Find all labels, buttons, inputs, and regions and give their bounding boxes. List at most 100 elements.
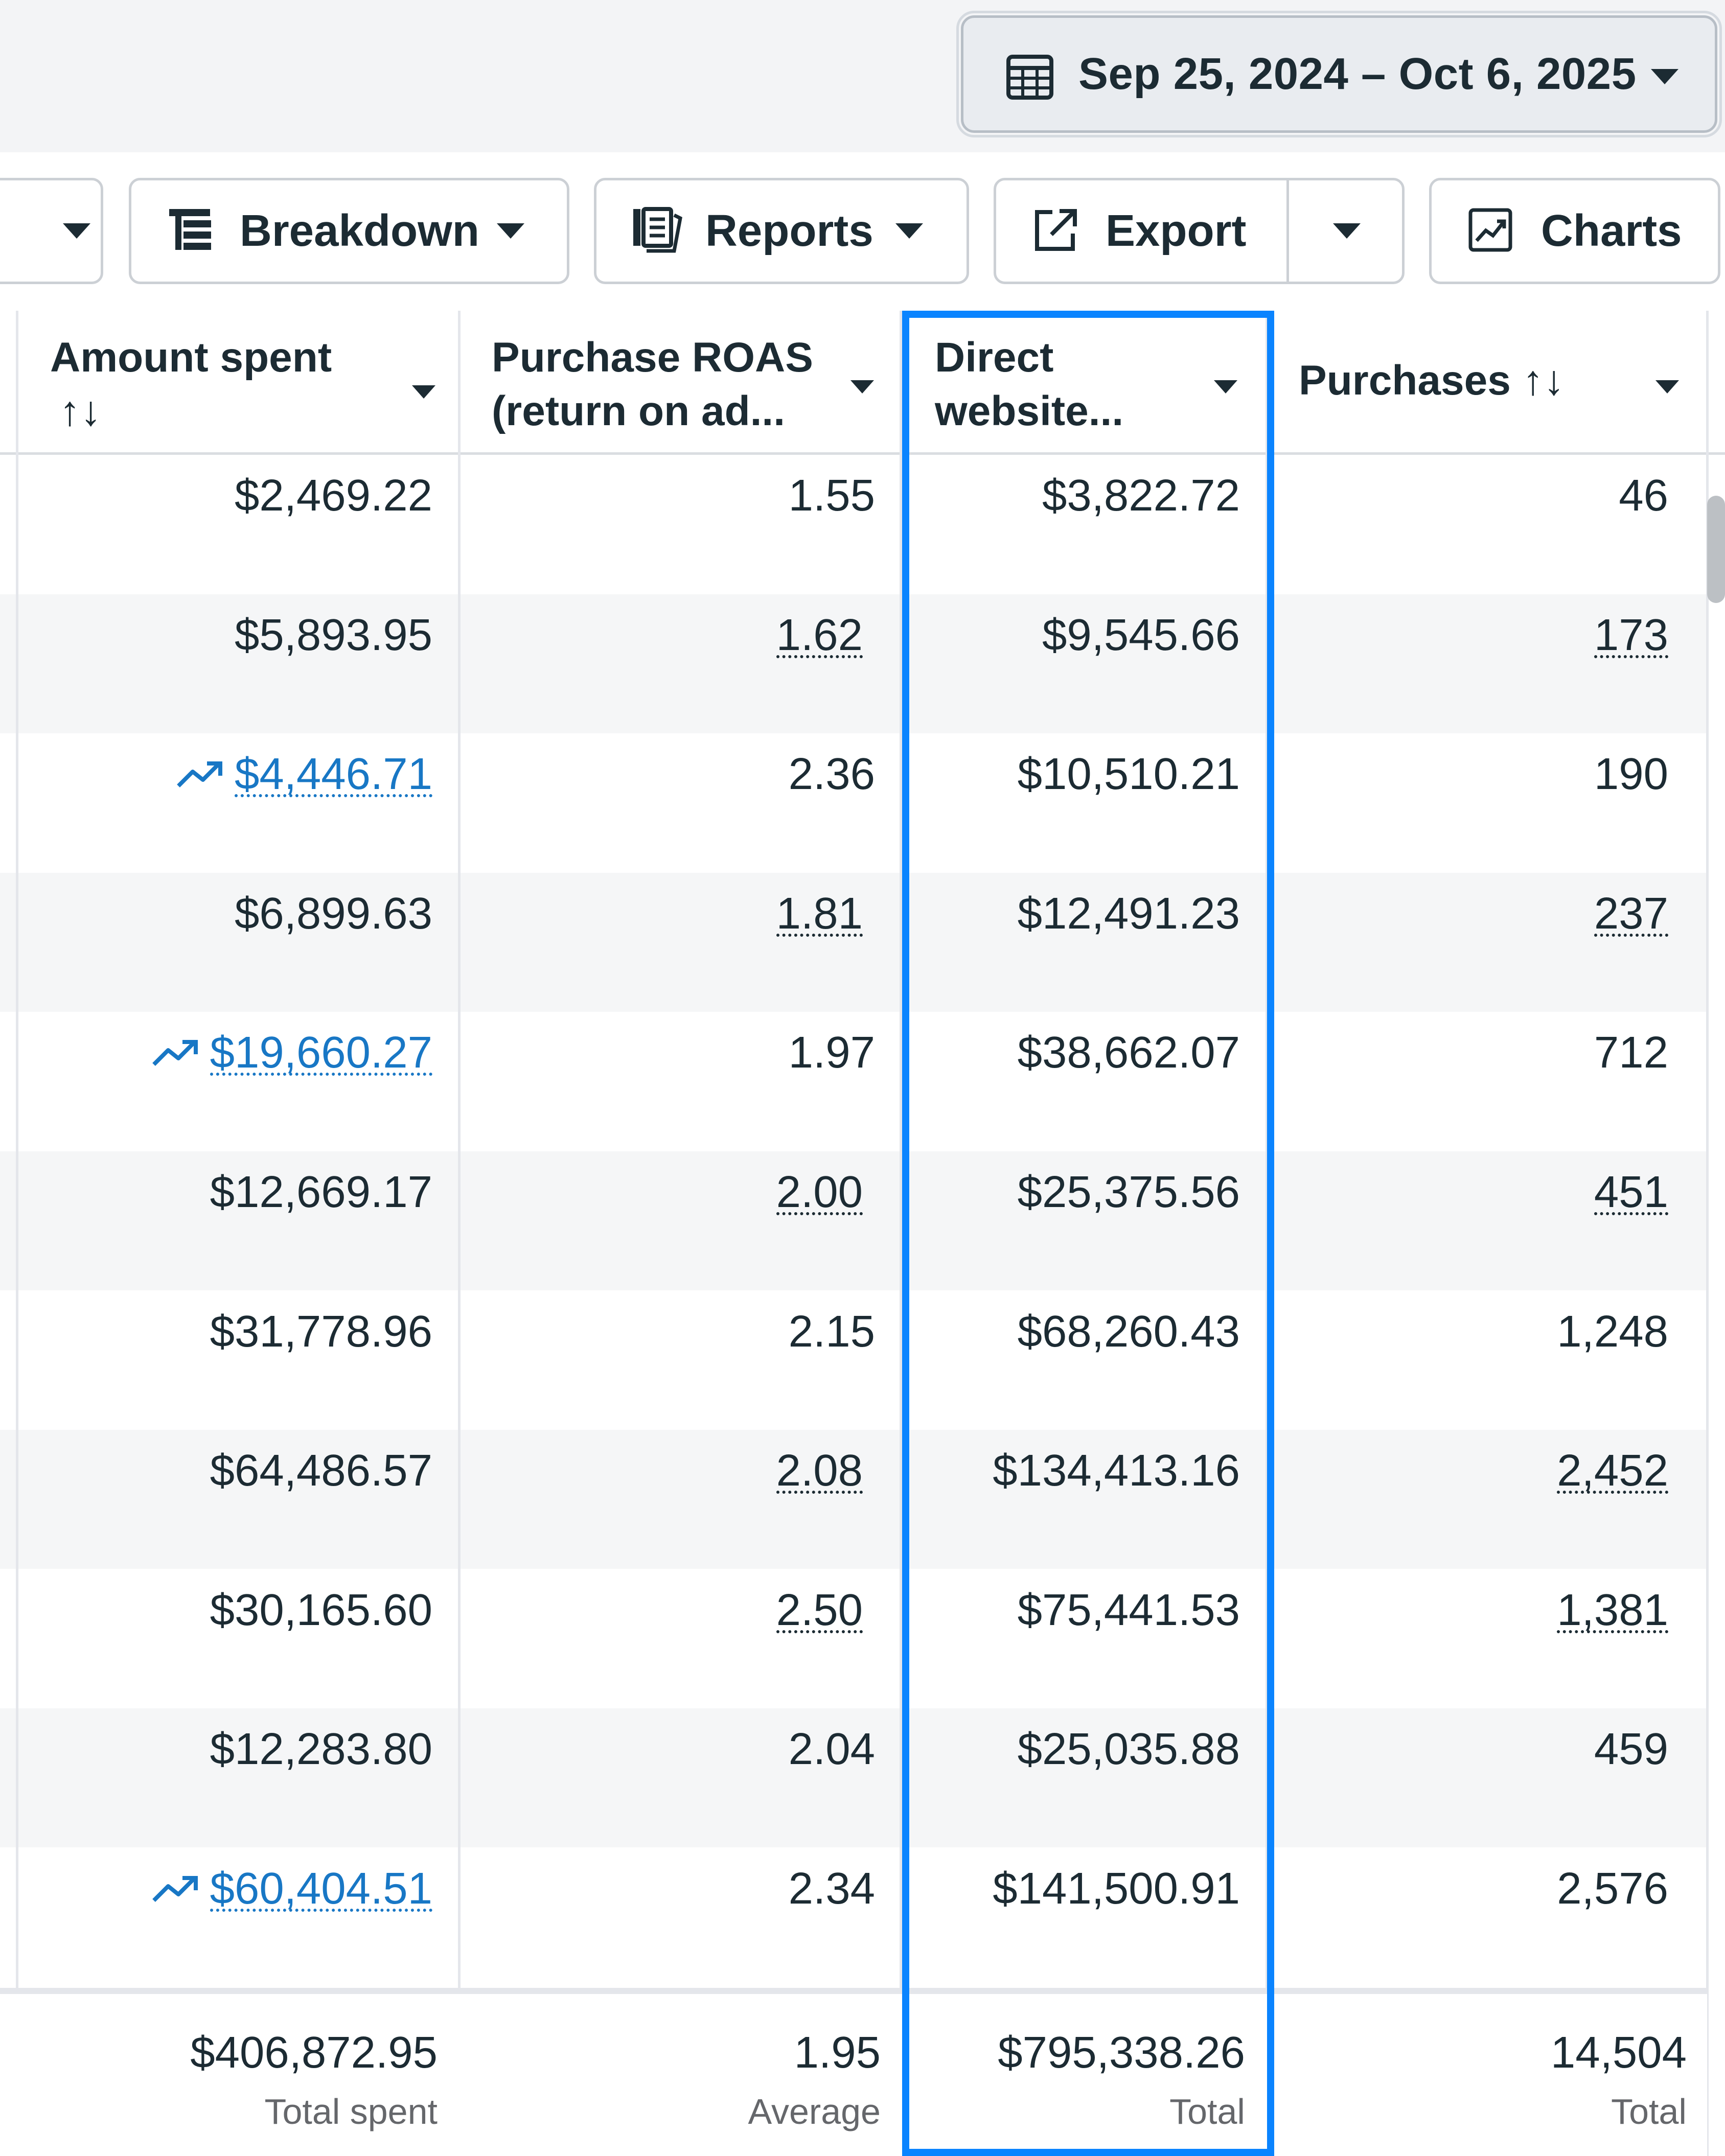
total-amount-spent-label: Total spent bbox=[264, 2092, 438, 2131]
table-row[interactable]: $19,660.27 1.97 $38,662.07 712 bbox=[0, 1012, 1707, 1151]
date-range-label: Sep 25, 2024 – Oct 6, 2025 bbox=[1078, 49, 1637, 99]
cell-amount-spent: $12,669.17 bbox=[210, 1151, 432, 1233]
direct-website-value: $12,491.23 bbox=[1017, 888, 1240, 938]
total-purchases-label: Total bbox=[1611, 2092, 1687, 2131]
purchases-value-link[interactable]: 173 bbox=[1594, 610, 1668, 660]
cell-purchases[interactable]: 451 bbox=[1594, 1151, 1668, 1233]
purchases-value-link[interactable]: 451 bbox=[1594, 1167, 1668, 1217]
amount-spent-link[interactable]: $19,660.27 bbox=[210, 1028, 432, 1078]
cell-amount-spent: $12,283.80 bbox=[210, 1708, 432, 1790]
roas-value-link[interactable]: 2.00 bbox=[776, 1167, 863, 1217]
cell-direct-website: $141,500.91 bbox=[993, 1848, 1240, 1930]
roas-value-link[interactable]: 1.62 bbox=[776, 610, 863, 660]
column-divider bbox=[458, 311, 461, 2156]
totals-row: $406,872.95 Total spent 1.95 Average $79… bbox=[0, 1988, 1707, 2156]
column-header-amount-spent[interactable]: Amount spent ↑↓ bbox=[18, 311, 458, 455]
export-button[interactable]: Export bbox=[996, 180, 1286, 282]
purchases-value-link[interactable]: 2,452 bbox=[1557, 1446, 1668, 1496]
cell-purchase-roas: 2.04 bbox=[789, 1708, 875, 1790]
column-divider bbox=[1266, 311, 1268, 2156]
cell-direct-website: $134,413.16 bbox=[993, 1430, 1240, 1512]
table-row[interactable]: $31,778.96 2.15 $68,260.43 1,248 bbox=[0, 1291, 1707, 1430]
cell-amount-spent[interactable]: $60,404.51 bbox=[152, 1848, 432, 1930]
date-range-picker[interactable]: Sep 25, 2024 – Oct 6, 2025 bbox=[956, 11, 1722, 137]
table-row[interactable]: $2,469.22 1.55 $3,822.72 46 bbox=[0, 455, 1707, 594]
column-subtitle: (return on ad... bbox=[492, 388, 785, 434]
direct-website-value: $25,375.56 bbox=[1017, 1167, 1240, 1217]
purchases-value-link[interactable]: 1,381 bbox=[1557, 1585, 1668, 1635]
cell-amount-spent[interactable]: $4,446.71 bbox=[176, 733, 432, 815]
charts-button[interactable]: Charts bbox=[1429, 178, 1720, 284]
table-row[interactable]: $12,669.17 2.00 $25,375.56 451 bbox=[0, 1151, 1707, 1290]
table-row[interactable]: $12,283.80 2.04 $25,035.88 459 bbox=[0, 1708, 1707, 1848]
cell-purchase-roas[interactable]: 1.81 bbox=[776, 873, 863, 955]
cell-direct-website: $9,545.66 bbox=[1042, 594, 1240, 676]
average-roas-label: Average bbox=[748, 2092, 881, 2131]
cell-amount-spent: $5,893.95 bbox=[235, 594, 432, 676]
cell-purchases[interactable]: 173 bbox=[1594, 594, 1668, 676]
amount-spent-link[interactable]: $60,404.51 bbox=[210, 1864, 432, 1913]
cell-purchases[interactable]: 1,381 bbox=[1557, 1569, 1668, 1651]
cell-direct-website: $12,491.23 bbox=[1018, 873, 1240, 955]
cell-amount-spent: $64,486.57 bbox=[210, 1430, 432, 1512]
chevron-down-icon[interactable] bbox=[412, 385, 435, 399]
cell-purchase-roas: 1.55 bbox=[789, 455, 875, 537]
chevron-down-icon[interactable] bbox=[1655, 380, 1679, 393]
cell-purchase-roas[interactable]: 2.08 bbox=[776, 1430, 863, 1512]
table-row[interactable]: $6,899.63 1.81 $12,491.23 237 bbox=[0, 872, 1707, 1012]
trending-up-icon bbox=[152, 1040, 198, 1067]
amount-spent-link[interactable]: $4,446.71 bbox=[234, 749, 432, 799]
cell-purchase-roas[interactable]: 1.62 bbox=[776, 594, 863, 676]
amount-spent-value: $5,893.95 bbox=[234, 610, 432, 660]
roas-value-link[interactable]: 2.50 bbox=[776, 1585, 863, 1635]
column-title: Amount spent bbox=[50, 334, 332, 381]
column-header-direct-website[interactable]: Direct website... bbox=[902, 311, 1274, 455]
cell-purchases[interactable]: 237 bbox=[1594, 873, 1668, 955]
cell-purchase-roas[interactable]: 2.00 bbox=[776, 1151, 863, 1233]
roas-value-link[interactable]: 1.81 bbox=[776, 888, 863, 938]
cell-amount-spent[interactable]: $19,660.27 bbox=[152, 1012, 432, 1094]
breakdown-label: Breakdown bbox=[240, 206, 479, 256]
column-header-purchase-roas[interactable]: Purchase ROAS (return on ad... bbox=[460, 311, 900, 455]
roas-value: 2.34 bbox=[788, 1864, 875, 1913]
chart-icon bbox=[1468, 208, 1512, 252]
direct-website-value: $75,441.53 bbox=[1017, 1585, 1240, 1635]
cell-amount-spent: $2,469.22 bbox=[235, 455, 432, 537]
roas-value-link[interactable]: 2.08 bbox=[776, 1446, 863, 1496]
table-row[interactable]: $60,404.51 2.34 $141,500.91 2,576 bbox=[0, 1848, 1707, 1987]
export-options-button[interactable] bbox=[1289, 180, 1405, 282]
purchases-value: 712 bbox=[1594, 1028, 1668, 1078]
top-bar: Sep 25, 2024 – Oct 6, 2025 bbox=[0, 0, 1725, 152]
cell-purchase-roas: 2.34 bbox=[789, 1848, 875, 1930]
export-button-group: Export bbox=[994, 178, 1405, 284]
direct-website-value: $38,662.07 bbox=[1017, 1028, 1240, 1078]
sort-icon[interactable]: ↑↓ bbox=[59, 388, 101, 434]
chevron-down-icon[interactable] bbox=[850, 380, 874, 393]
reports-button[interactable]: Reports bbox=[594, 178, 969, 284]
column-title: Purchase ROAS bbox=[492, 334, 813, 381]
chevron-down-icon[interactable] bbox=[1214, 380, 1237, 393]
cell-purchases: 459 bbox=[1594, 1708, 1668, 1790]
scrollbar-thumb[interactable] bbox=[1707, 496, 1725, 603]
columns-dropdown-button[interactable] bbox=[0, 178, 103, 284]
direct-website-value: $25,035.88 bbox=[1017, 1724, 1240, 1774]
chevron-down-icon bbox=[63, 223, 90, 239]
table-row[interactable]: $5,893.95 1.62 $9,545.66 173 bbox=[0, 594, 1707, 733]
table-row[interactable]: $64,486.57 2.08 $134,413.16 2,452 bbox=[0, 1430, 1707, 1569]
breakdown-icon bbox=[169, 209, 211, 250]
purchases-value: 190 bbox=[1594, 749, 1668, 799]
roas-value: 2.36 bbox=[788, 749, 875, 799]
cell-purchase-roas[interactable]: 2.50 bbox=[776, 1569, 863, 1651]
cell-direct-website: $25,375.56 bbox=[1018, 1151, 1240, 1233]
roas-value: 2.04 bbox=[788, 1724, 875, 1774]
amount-spent-value: $12,283.80 bbox=[210, 1724, 432, 1774]
direct-website-value: $134,413.16 bbox=[993, 1446, 1240, 1496]
cell-purchases[interactable]: 2,452 bbox=[1557, 1430, 1668, 1512]
breakdown-button[interactable]: Breakdown bbox=[129, 178, 569, 284]
table-row[interactable]: $30,165.60 2.50 $75,441.53 1,381 bbox=[0, 1569, 1707, 1708]
table-row[interactable]: $4,446.71 2.36 $10,510.21 190 bbox=[0, 733, 1707, 872]
direct-website-value: $3,822.72 bbox=[1042, 471, 1240, 520]
purchases-value-link[interactable]: 237 bbox=[1594, 888, 1668, 938]
column-header-purchases[interactable]: Purchases ↑↓ bbox=[1276, 311, 1707, 455]
purchases-value: 459 bbox=[1594, 1724, 1668, 1774]
